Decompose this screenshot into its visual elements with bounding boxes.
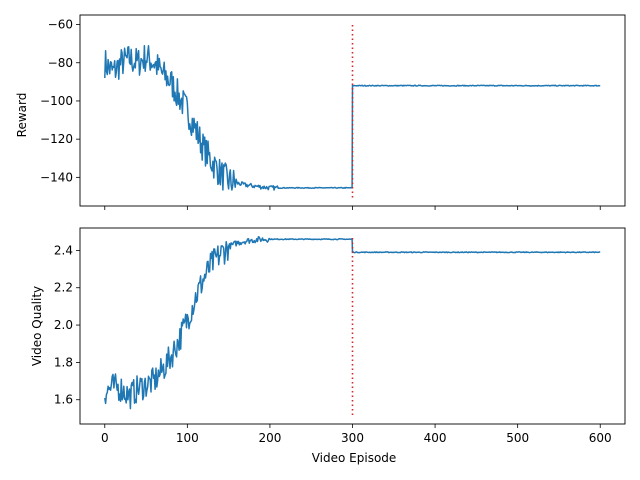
reward-x-ticks — [104, 206, 601, 210]
quality-x-tick-label: 300 — [341, 431, 364, 445]
reward-series-line — [104, 44, 601, 191]
reward-y-ticks: −140 −120 −100 −80 −60 — [40, 18, 80, 184]
quality-y-tick-label: 1.8 — [54, 355, 73, 369]
quality-y-tick-label: 2.4 — [54, 243, 73, 257]
quality-x-tick-label: 100 — [176, 431, 199, 445]
reward-y-tick-label: −120 — [40, 132, 73, 146]
quality-y-tick-label: 2.2 — [54, 281, 73, 295]
quality-x-tick-label: 0 — [101, 431, 109, 445]
reward-y-tick-label: −60 — [48, 18, 73, 32]
reward-y-tick-label: −140 — [40, 170, 73, 184]
quality-y-tick-label: 1.6 — [54, 393, 73, 407]
quality-x-ticks: 0 100 200 300 400 500 600 — [101, 424, 612, 445]
quality-x-tick-label: 400 — [424, 431, 447, 445]
quality-plot-area — [104, 236, 601, 418]
quality-x-tick-label: 600 — [589, 431, 612, 445]
quality-x-tick-label: 500 — [506, 431, 529, 445]
quality-series-line — [104, 236, 601, 410]
panel-video-quality: 1.6 1.8 2.0 2.2 2.4 0 100 200 300 400 500 600 Vide… — [30, 227, 626, 465]
reward-y-tick-label: −80 — [48, 56, 73, 70]
quality-x-tick-label: 200 — [258, 431, 281, 445]
reward-plot-area — [104, 25, 601, 200]
reward-y-tick-label: −100 — [40, 94, 73, 108]
quality-y-tick-label: 2.0 — [54, 318, 73, 332]
panel-reward: −140 −120 −100 −80 −60 Reward — [15, 14, 626, 210]
quality-y-ticks: 1.6 1.8 2.0 2.2 2.4 — [54, 243, 80, 407]
reward-y-axis-label: Reward — [15, 93, 29, 138]
x-axis-label: Video Episode — [312, 451, 397, 465]
quality-y-axis-label: Video Quality — [30, 286, 44, 366]
